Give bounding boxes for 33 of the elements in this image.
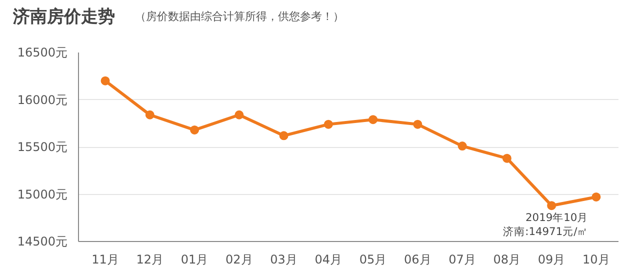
x-tick-label: 01月 xyxy=(180,252,208,266)
point xyxy=(100,76,110,86)
point xyxy=(547,201,556,210)
x-tick-label: 04月 xyxy=(314,252,342,266)
x-tick-label: 02月 xyxy=(226,252,253,266)
chart-title: 济南房价走势 xyxy=(13,6,115,29)
x-tick-label: 10月 xyxy=(582,252,610,266)
point xyxy=(502,154,512,163)
x-tick-label: 06月 xyxy=(404,252,432,266)
annotation: 济南:14971元/㎡ xyxy=(503,224,588,238)
point xyxy=(458,142,467,151)
y-tick-label: 15000元 xyxy=(17,187,68,202)
x-tick-label: 12月 xyxy=(136,252,164,266)
point xyxy=(324,120,333,129)
point xyxy=(413,120,422,129)
y-tick-label: 14500元 xyxy=(17,234,68,248)
x-tick-label: 09月 xyxy=(538,252,566,266)
x-tick-label: 07月 xyxy=(448,252,476,266)
x-tick-label: 08月 xyxy=(493,252,521,266)
chart-subtitle: （房价数据由综合计算所得，供您参考！） xyxy=(135,9,344,25)
y-tick-label: 15500元 xyxy=(17,140,68,154)
x-tick-label: 05月 xyxy=(359,252,387,266)
point xyxy=(279,131,288,140)
y-tick-label: 16000元 xyxy=(17,92,68,107)
x-tick-label: 11月 xyxy=(92,252,119,266)
y-tick-label: 16500元 xyxy=(17,46,68,60)
point xyxy=(368,115,378,124)
x-tick-label: 03月 xyxy=(270,252,298,266)
point xyxy=(234,110,244,120)
point xyxy=(592,192,601,202)
point xyxy=(190,126,200,134)
point xyxy=(145,110,154,120)
annotation: 2019年10月 xyxy=(526,210,588,224)
